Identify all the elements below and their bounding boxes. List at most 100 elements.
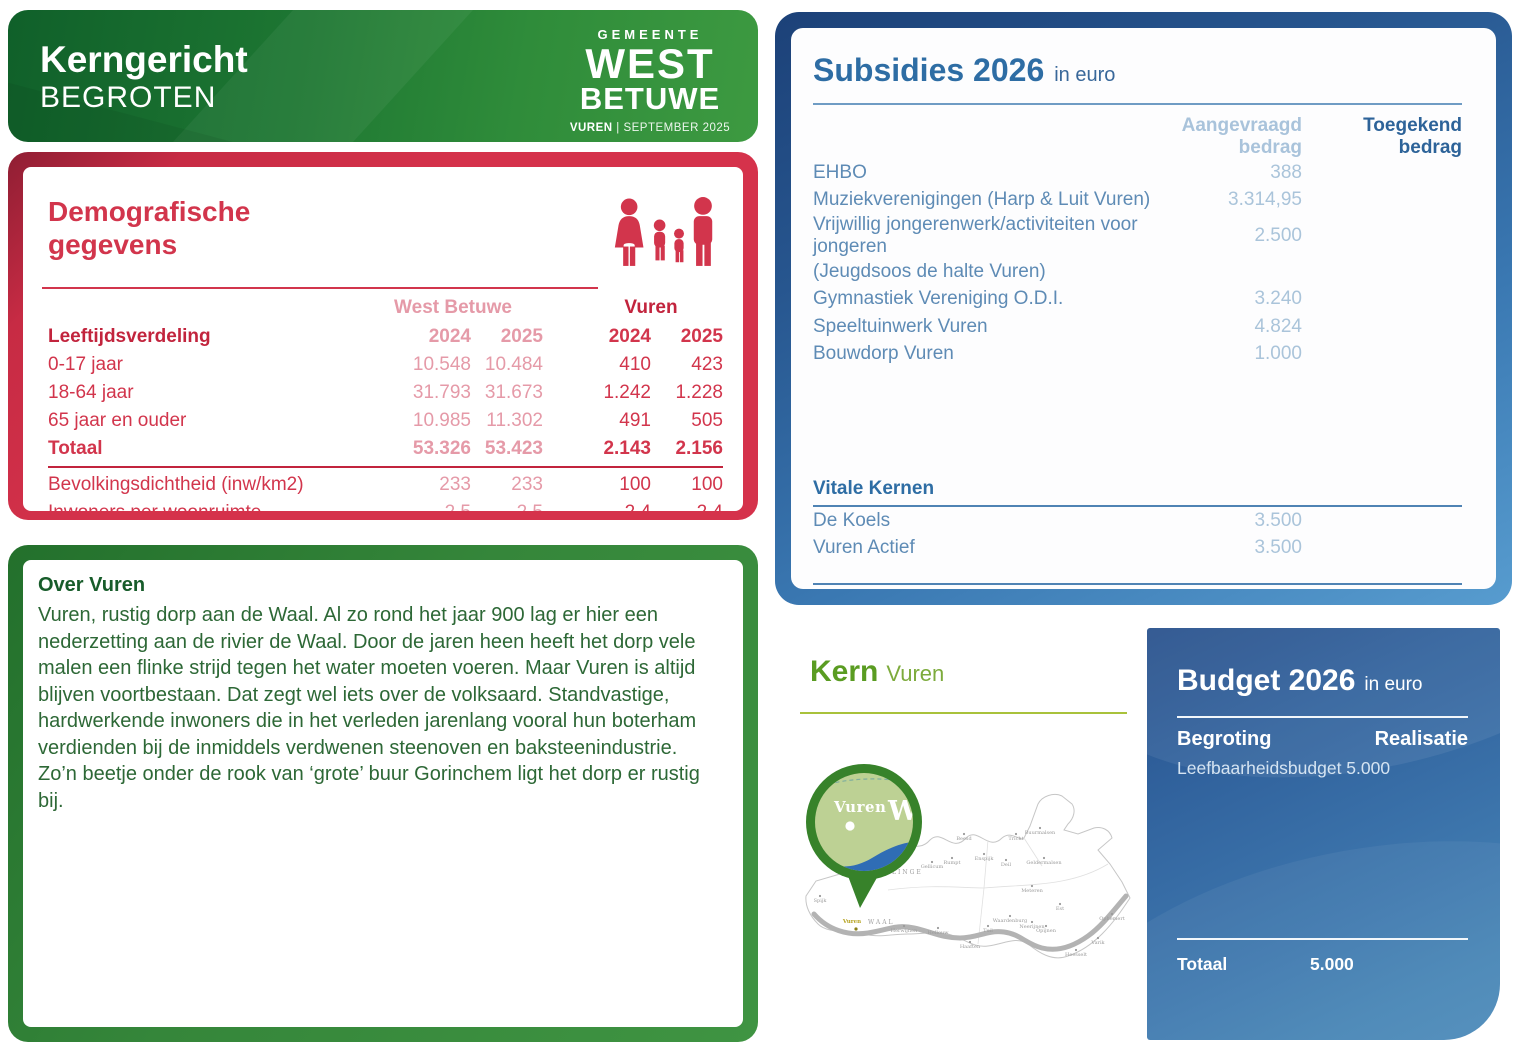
vitale-kernen-section: Vitale Kernen De Koels 3.500 Vuren Actie… <box>813 478 1462 562</box>
cell: 233 <box>439 474 471 495</box>
town-dot <box>1038 826 1042 830</box>
cell: 10.484 <box>484 354 543 375</box>
town-label: Ophemert <box>1099 916 1125 922</box>
about-content: Over Vuren Vuren, rustig dorp aan de Waa… <box>23 560 743 1027</box>
kern-name: Vuren <box>886 661 945 686</box>
cell: 1.242 <box>603 382 651 403</box>
cell: 10.548 <box>412 354 471 375</box>
budget-total-label: Totaal <box>1177 954 1228 974</box>
map-svg: LINGE WAAL Spijk Herwijnen Hellouw Haaften T… <box>805 764 1131 959</box>
town-label: Herwijnen <box>891 928 918 934</box>
cell: 1.228 <box>675 382 723 403</box>
budget-title-text: Budget 2026 <box>1177 664 1356 697</box>
year-header: 2025 <box>680 326 723 347</box>
cell: 31.793 <box>412 382 471 403</box>
edition-label: VUREN | SEPTEMBER 2025 <box>560 122 740 134</box>
subsidies-content: Subsidies 2026 in euro Aangevraagd bedrag… <box>791 28 1496 589</box>
cell: 11.302 <box>486 410 543 431</box>
town-label: Varik <box>1090 940 1105 946</box>
subsidy-row: EHBO 388 <box>813 159 1462 187</box>
subsidy-row: Bouwdorp Vuren 1.000 <box>813 341 1462 369</box>
budget-col-realisatie: Realisatie <box>1374 728 1468 750</box>
cell: 233 <box>511 474 543 495</box>
subsidy-label: Vrijwillig jongerenwerk/activiteiten voo… <box>813 214 1138 257</box>
budget-title: Budget 2026 in euro <box>1177 664 1423 698</box>
subsidy-label: Muziekverenigingen (Harp & Luit Vuren) <box>813 189 1151 211</box>
subsidies-unit: in euro <box>1054 64 1116 86</box>
kern-heading: Kern Vuren <box>810 655 944 689</box>
map-outline <box>805 793 1131 959</box>
waal-river <box>811 893 1129 952</box>
cell: 100 <box>691 474 723 495</box>
about-title: Over Vuren <box>38 574 146 596</box>
town-dot <box>1008 914 1012 918</box>
header-panel: Kerngericht BEGROTEN GEMEENTE WEST BETUW… <box>8 10 758 142</box>
subsidy-row: Speeltuinwerk Vuren 4.824 <box>813 313 1462 341</box>
town-label: Neerijnen <box>1019 924 1045 930</box>
subsidy-requested: 1.000 <box>1254 343 1302 365</box>
vuren-town-dot <box>854 927 858 931</box>
subsidy-requested: 3.240 <box>1254 288 1302 310</box>
family-icon <box>614 197 713 266</box>
cell: 491 <box>619 410 651 431</box>
demographics-year-header: Leeftijdsverdeling 2024 2025 2024 2025 <box>48 323 723 351</box>
about-text: Vuren, rustig dorp aan de Waal. Al zo ro… <box>38 604 700 812</box>
budget-total-rule <box>1177 938 1468 940</box>
subsidy-requested: 4.824 <box>1254 315 1302 337</box>
town-label: Est <box>1056 906 1064 912</box>
age-distribution-label: Leeftijdsverdeling <box>48 326 211 347</box>
subsidy-row: Gymnastiek Vereniging O.D.I. 3.240 <box>813 286 1462 314</box>
town-label: Heesselt <box>1065 952 1087 958</box>
subsidies-title-rule <box>813 103 1462 105</box>
group-west-betuwe: West Betuwe <box>394 297 512 318</box>
subsidies-column-header: Aangevraagd bedrag Toegekend bedrag <box>813 115 1462 159</box>
subsidy-label: Bouwdorp Vuren <box>813 343 954 365</box>
subsidy-label: (Jeugdsoos de halte Vuren) <box>813 260 1046 282</box>
town-label: Rumpt <box>944 860 961 866</box>
row-label: 18-64 jaar <box>48 382 134 403</box>
demographics-title-rule <box>42 287 598 289</box>
subsidy-row: De Koels 3.500 <box>813 507 1462 535</box>
town-dot <box>902 924 906 928</box>
demographics-table: West Betuwe Vuren Leeftijdsverdeling 202… <box>23 293 743 511</box>
town-dot <box>950 856 954 860</box>
year-header: 2024 <box>608 326 651 347</box>
budget-line-item: Leefbaarheidsbudget 5.000 <box>1177 758 1391 778</box>
budget-total-row: Totaal 5.000 <box>1177 954 1468 975</box>
town-dot <box>1096 936 1100 940</box>
cell: 10.985 <box>412 410 471 431</box>
cell: 2.143 <box>603 438 651 459</box>
town-dot <box>936 926 940 930</box>
town-label: Gellicum <box>921 864 944 870</box>
table-row-total: Totaal 53.326 53.423 2.143 2.156 <box>48 435 723 463</box>
magnifier-fill <box>815 773 913 871</box>
subsidy-label: Gymnastiek Vereniging O.D.I. <box>813 288 1064 310</box>
table-row: Bevolkingsdichtheid (inw/km2) 233 233 10… <box>48 471 723 499</box>
demographics-panel: Demografische gegevens <box>8 152 758 520</box>
town-dot <box>962 832 966 836</box>
logo-gemeente: GEMEENTE <box>597 27 703 42</box>
table-row: Inwoners per woonruimte 2,5 2,5 2,4 2,4 <box>48 499 723 511</box>
cell: 100 <box>619 474 651 495</box>
budget-title-rule <box>1177 716 1468 718</box>
town-label: Geldermalsen <box>1026 860 1062 866</box>
town-dot <box>982 852 986 856</box>
linge-label: LINGE <box>892 869 923 876</box>
town-dot <box>1014 832 1018 836</box>
cell: 423 <box>691 354 723 375</box>
town-label: Haaften <box>960 944 981 950</box>
edition-date: | SEPTEMBER 2025 <box>616 122 731 134</box>
col-granted: Toegekend bedrag <box>1363 115 1462 158</box>
budget-panel: Budget 2026 in euro Begroting Realisatie … <box>1147 628 1500 1040</box>
subsidy-row: Vuren Actief 3.500 <box>813 535 1462 563</box>
row-label: 0-17 jaar <box>48 354 123 375</box>
row-label: Bevolkingsdichtheid (inw/km2) <box>48 474 304 495</box>
row-label: 65 jaar en ouder <box>48 410 187 431</box>
town-dot <box>1004 858 1008 862</box>
magnifier-river-band <box>815 841 913 871</box>
table-row: 0-17 jaar 10.548 10.484 410 423 <box>48 351 723 379</box>
town-dot <box>1042 856 1046 860</box>
town-label: Beesd <box>956 836 972 842</box>
municipality-logo: GEMEENTE WEST BETUWE VUREN | SEPTEMBER 2… <box>560 26 740 134</box>
cell: 2.156 <box>675 438 723 459</box>
